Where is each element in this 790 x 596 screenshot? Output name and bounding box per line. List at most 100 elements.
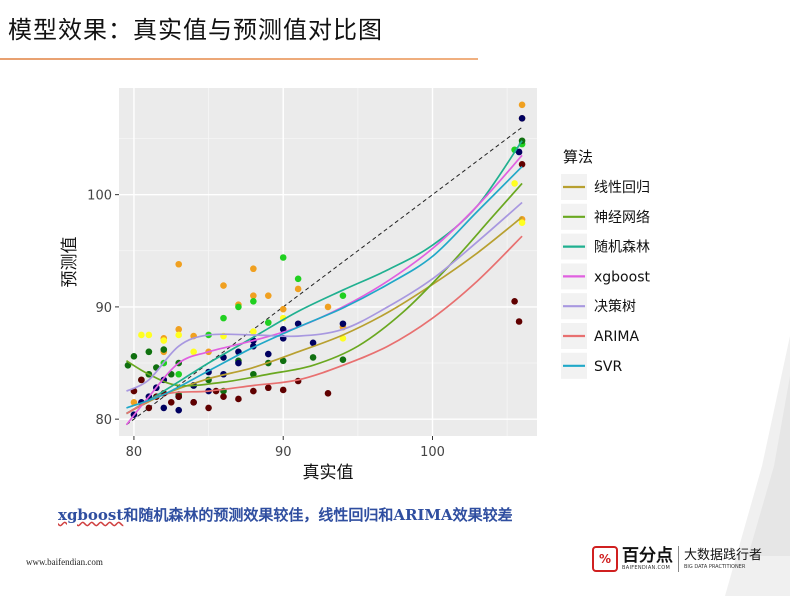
data-point: [145, 348, 153, 356]
data-point: [145, 331, 153, 339]
data-point: [160, 404, 168, 412]
data-point: [309, 339, 317, 347]
data-point: [205, 404, 212, 412]
reference-line-y-equals-x: [126, 126, 523, 426]
data-point: [175, 406, 183, 414]
logo-divider: [678, 546, 679, 572]
data-point: [250, 292, 257, 299]
data-point: [175, 393, 183, 401]
data-point: [511, 297, 518, 305]
y-axis-title: 预测值: [60, 237, 80, 288]
series-curve-ARIMA: [126, 235, 523, 415]
data-point: [279, 254, 287, 261]
data-point: [518, 219, 526, 227]
plot-panel: [119, 88, 537, 436]
legend-title: 算法: [563, 148, 593, 166]
data-point: [235, 395, 242, 403]
data-point: [175, 370, 183, 378]
page-title: 模型效果：真实值与预测值对比图: [8, 16, 383, 44]
data-point: [160, 337, 168, 344]
axis-ticks: 80 90 100 80 90 100: [87, 189, 445, 460]
data-point: [264, 319, 272, 326]
smooth-curves: [125, 140, 523, 426]
data-point: [279, 386, 287, 394]
data-point: [220, 282, 227, 289]
data-point: [339, 335, 347, 342]
decorative-arrow-shape: [725, 336, 790, 596]
percent-logo-icon: %: [592, 546, 618, 572]
x-axis-title: 真实值: [303, 463, 354, 483]
caption-text: 和随机森林的预测效果较佳，线性回归和ARIMA效果较差: [123, 506, 513, 524]
legend-label: 随机森林: [594, 240, 650, 256]
data-point: [324, 390, 332, 397]
legend-label: SVR: [594, 359, 622, 375]
data-point: [130, 399, 138, 406]
y-tick-label: 100: [87, 189, 112, 204]
data-point: [279, 357, 287, 365]
logo-name-cn: 百分点: [622, 546, 673, 566]
data-point: [138, 331, 145, 339]
data-point: [339, 292, 347, 299]
y-tick-label: 90: [95, 301, 112, 316]
data-point: [309, 354, 317, 361]
legend-label: 神经网络: [594, 210, 650, 226]
series-curve-SVR: [126, 165, 523, 409]
data-point: [175, 331, 183, 339]
data-point: [235, 303, 242, 311]
data-point: [190, 348, 197, 356]
data-point: [250, 370, 257, 378]
x-tick-label: 90: [275, 445, 292, 460]
x-tick-label: 80: [126, 445, 143, 460]
company-logo: % 百分点 BAIFENDIAN.COM 大数据践行者 BIG DATA PRA…: [592, 542, 762, 576]
data-point: [294, 275, 302, 283]
data-point: [264, 384, 272, 392]
data-point: [235, 359, 242, 367]
data-point: [220, 314, 227, 322]
data-point: [515, 318, 523, 325]
data-point: [175, 260, 183, 268]
data-point: [175, 326, 183, 333]
data-point: [518, 161, 526, 168]
data-point: [190, 399, 197, 406]
data-point: [138, 376, 145, 384]
data-point: [130, 352, 138, 360]
y-tick-label: 80: [95, 413, 112, 428]
data-point: [145, 404, 153, 412]
x-tick-label: 100: [420, 445, 445, 460]
logo-slogan: 大数据践行者: [684, 548, 763, 563]
series-curve-神经网络: [126, 182, 523, 387]
data-point: [250, 265, 257, 273]
website-url[interactable]: www.baifendian.com: [26, 557, 103, 567]
data-point: [264, 292, 272, 299]
data-point: [324, 303, 332, 311]
data-point: [518, 115, 526, 122]
data-point: [339, 356, 347, 363]
legend-label: xgboost: [594, 269, 650, 285]
major-gridlines: [119, 88, 537, 436]
title-underline: [0, 58, 478, 60]
data-point: [294, 320, 302, 328]
legend-label: ARIMA: [594, 329, 640, 345]
data-point: [250, 297, 257, 305]
data-point: [294, 285, 302, 293]
data-point: [167, 399, 175, 406]
data-point: [264, 350, 272, 358]
legend-label: 决策树: [594, 298, 636, 315]
conclusion-caption: xgboost和随机森林的预测效果较佳，线性回归和ARIMA效果较差: [58, 504, 513, 525]
data-point: [279, 305, 287, 313]
logo-name-en: BAIFENDIAN.COM: [622, 565, 671, 571]
data-point: [160, 346, 168, 353]
data-point: [511, 180, 518, 187]
data-point: [339, 320, 347, 328]
caption-highlight: xgboost: [58, 506, 124, 524]
legend-label: 线性回归: [594, 179, 650, 196]
data-point: [518, 101, 526, 109]
series-curve-决策树: [126, 201, 523, 392]
data-point: [250, 328, 257, 335]
logo-slogan-en: BIG DATA PRACTITIONER: [684, 564, 746, 570]
data-point: [515, 148, 523, 156]
data-point: [220, 393, 227, 401]
data-point: [250, 387, 257, 395]
